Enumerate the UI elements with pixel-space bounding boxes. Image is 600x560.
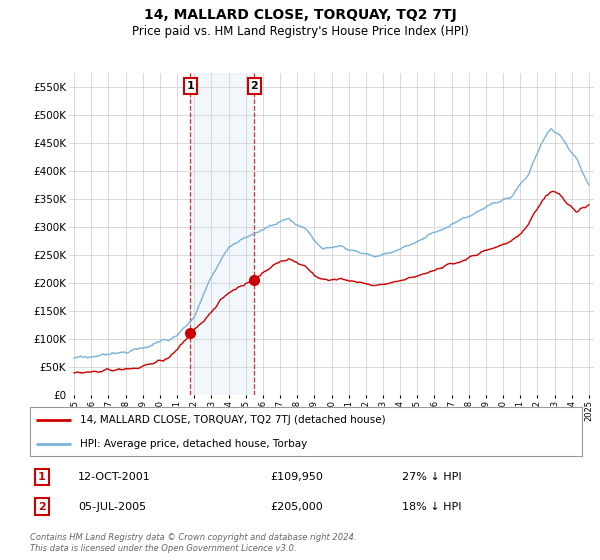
Text: £109,950: £109,950 [270, 472, 323, 482]
Bar [190, 73, 254, 395]
Text: 1: 1 [187, 81, 194, 91]
Text: 14, MALLARD CLOSE, TORQUAY, TQ2 7TJ (detached house): 14, MALLARD CLOSE, TORQUAY, TQ2 7TJ (det… [80, 416, 385, 426]
Text: 05-JUL-2005: 05-JUL-2005 [78, 502, 146, 512]
Text: 27% ↓ HPI: 27% ↓ HPI [402, 472, 461, 482]
Text: 12-OCT-2001: 12-OCT-2001 [78, 472, 151, 482]
Text: 1: 1 [38, 472, 46, 482]
Text: 14, MALLARD CLOSE, TORQUAY, TQ2 7TJ: 14, MALLARD CLOSE, TORQUAY, TQ2 7TJ [143, 8, 457, 22]
Text: Price paid vs. HM Land Registry's House Price Index (HPI): Price paid vs. HM Land Registry's House … [131, 25, 469, 38]
Text: Contains HM Land Registry data © Crown copyright and database right 2024.
This d: Contains HM Land Registry data © Crown c… [30, 533, 356, 553]
Text: £205,000: £205,000 [270, 502, 323, 512]
Text: 18% ↓ HPI: 18% ↓ HPI [402, 502, 461, 512]
Text: HPI: Average price, detached house, Torbay: HPI: Average price, detached house, Torb… [80, 439, 307, 449]
Text: 2: 2 [250, 81, 258, 91]
Text: 2: 2 [38, 502, 46, 512]
